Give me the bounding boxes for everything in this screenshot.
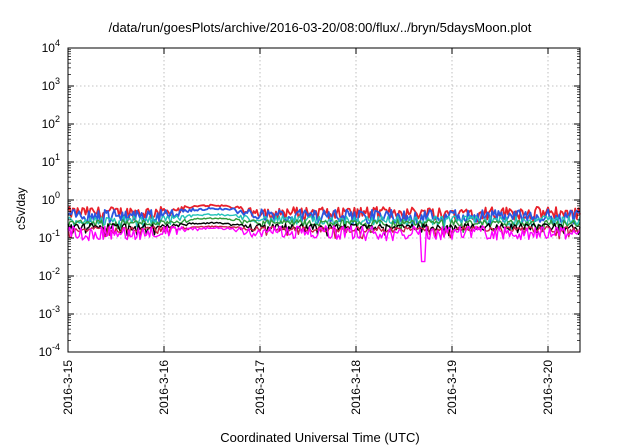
y-tick-label: 10-2 <box>39 266 60 283</box>
chart-title: /data/run/goesPlots/archive/2016-03-20/0… <box>108 20 532 35</box>
x-tick-label: 2016-3-17 <box>253 360 267 415</box>
x-axis-label: Coordinated Universal Time (UTC) <box>220 430 420 445</box>
grid-layer <box>68 48 580 352</box>
series-line <box>67 213 581 231</box>
x-tick-label: 2016-3-16 <box>157 360 171 415</box>
y-tick-label: 10-4 <box>39 342 60 359</box>
y-tick-label: 103 <box>42 76 60 93</box>
y-tick-label: 102 <box>42 114 60 131</box>
series-line <box>67 217 581 234</box>
x-tick-label: 2016-3-18 <box>349 360 363 415</box>
tick-layer: 10-4 10-3 10-2 10-1 100 101 102 103 104 2016-3-15… <box>39 38 580 415</box>
y-tick-label: 10-3 <box>39 304 60 321</box>
y-tick-label: 10-1 <box>39 228 60 245</box>
series-layer <box>67 203 581 263</box>
x-tick-label: 2016-3-20 <box>541 360 555 415</box>
x-tick-label: 2016-3-15 <box>61 360 75 415</box>
y-tick-label: 101 <box>42 152 60 169</box>
y-tick-label: 104 <box>42 38 60 55</box>
series-line <box>67 225 581 263</box>
y-tick-label: 100 <box>42 190 60 207</box>
x-tick-label: 2016-3-19 <box>445 360 459 415</box>
